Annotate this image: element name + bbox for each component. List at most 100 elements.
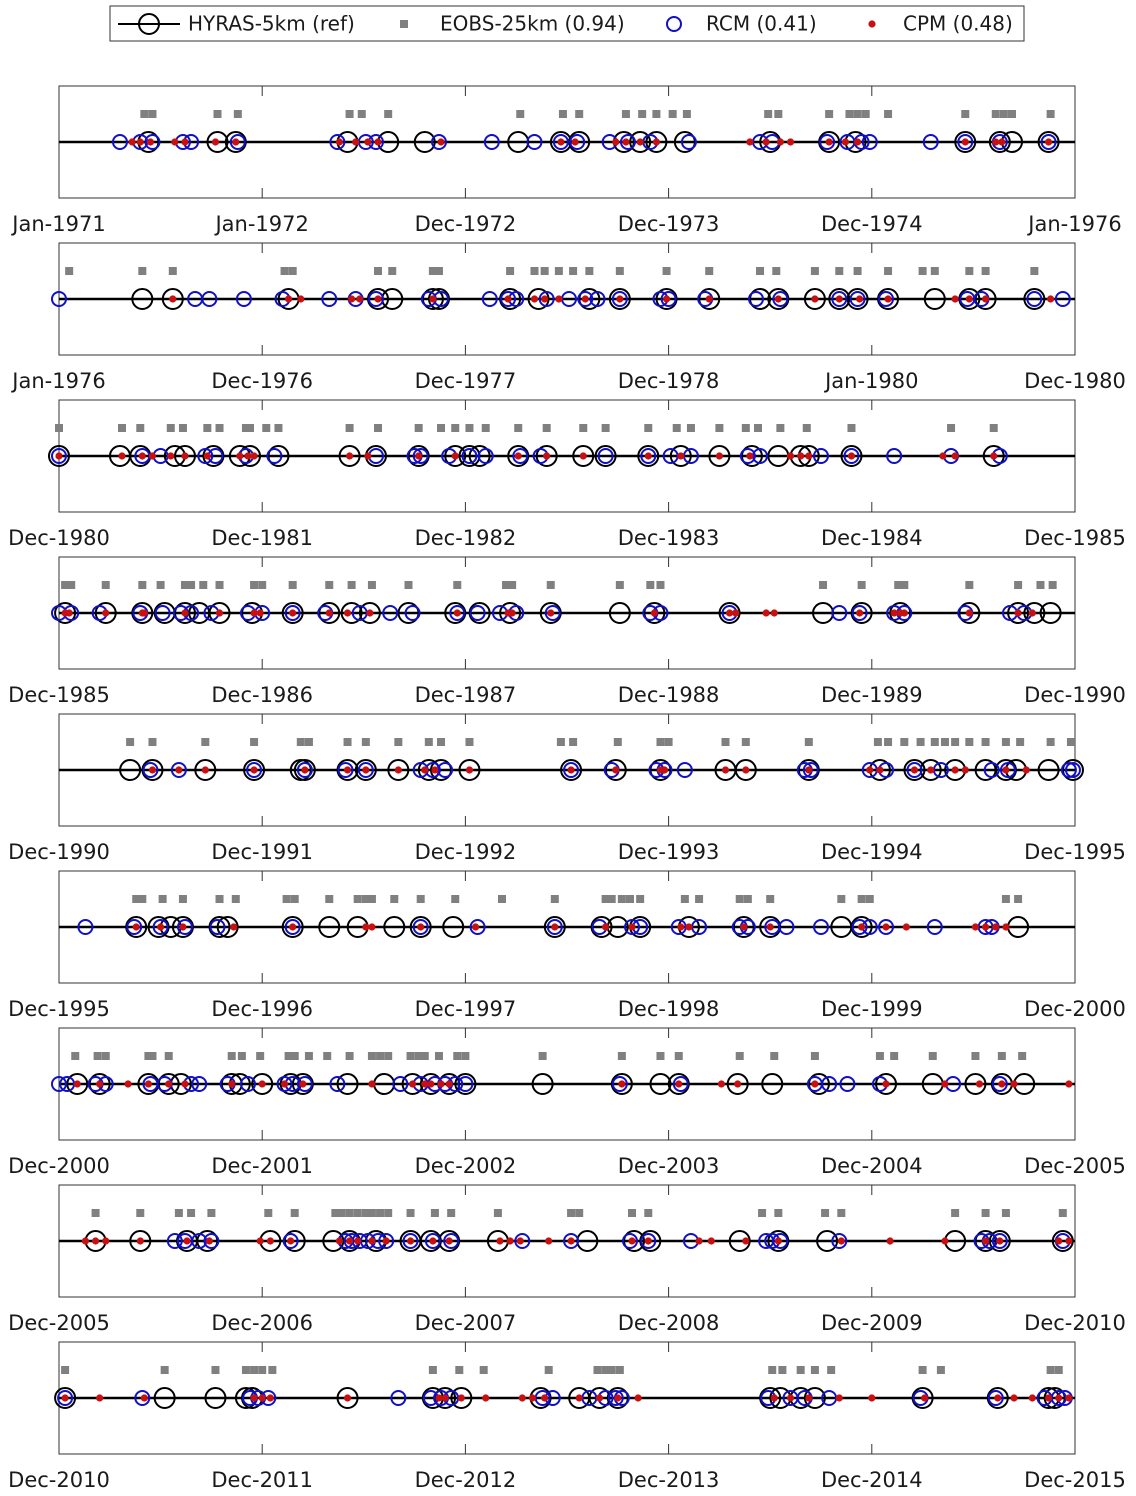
cpm-marker [951,766,959,774]
eobs-marker [575,110,584,118]
cpm-marker [776,138,784,146]
eobs-marker [187,1209,196,1217]
cpm-marker [421,1080,429,1088]
eobs-marker [453,1052,462,1060]
cpm-marker [965,295,973,303]
cpm-marker [1044,138,1053,146]
rcm-marker [152,919,169,935]
eobs-marker [615,581,624,589]
rcm-marker [367,291,384,307]
hyras-marker [119,759,142,781]
eobs-marker [168,267,177,275]
cpm-marker [746,452,754,460]
rcm-marker [831,605,848,621]
cpm-marker [356,295,364,303]
eobs-marker [558,110,567,118]
hyras-marker [803,288,826,310]
cpm-marker [205,1237,213,1245]
eobs-marker [215,581,224,589]
rcm-marker [640,1233,657,1249]
hyras-marker [397,602,420,624]
cpm-marker [971,923,980,931]
cpm-marker [650,609,658,617]
hyras-marker [129,1230,152,1252]
hyras-marker [243,759,266,781]
eobs-marker [636,895,645,903]
eobs-marker [774,1209,783,1217]
rcm-marker [134,1390,151,1406]
x-tick-label: Dec-1983 [618,526,720,550]
panel: Jan-1976 Dec-1976 Dec-1977 Dec-1978 Jan-1980… [10,242,1126,393]
cpm-marker [445,1080,453,1088]
cpm-marker [451,452,459,460]
hyras-marker [954,131,977,153]
eobs-marker [865,895,874,903]
eobs-marker [741,424,750,432]
cpm-marker [1065,1080,1073,1088]
hyras-marker [643,602,666,624]
cpm-marker [1028,1394,1036,1402]
hyras-marker [958,602,981,624]
cpm-marker [567,1237,575,1245]
hyras-marker [889,602,912,624]
cpm-marker [774,1237,782,1245]
cpm-marker [721,766,730,774]
series [169,295,1055,303]
cpm-marker [900,609,908,617]
cpm-marker [203,452,211,460]
rcm-marker [878,919,895,935]
eobs-marker [617,1052,626,1060]
rcm-marker [851,919,868,935]
eobs-marker [215,895,224,903]
cpm-marker [628,1237,636,1245]
eobs-marker [101,1052,110,1060]
cpm-marker [102,609,110,617]
eobs-marker [384,1052,393,1060]
cpm-marker [496,1237,504,1245]
cpm-marker [981,1237,990,1245]
rcm-marker [246,762,263,778]
cpm-marker [250,766,258,774]
eobs-marker [601,1366,610,1374]
cpm-marker [705,295,713,303]
cpm-marker [256,609,264,617]
legend: HYRAS-5km (ref) EOBS-25km (0.94) RCM (0.41… [109,5,1025,42]
rcm-marker [772,1233,789,1249]
rcm-marker [284,605,301,621]
rcm-marker [142,762,159,778]
x-tick-label: Jan-1971 [10,212,105,236]
eobs-marker [853,267,862,275]
series [91,1209,1067,1217]
rcm-marker [296,1076,313,1092]
cpm-marker [504,295,512,303]
series [55,452,998,460]
eobs-marker [345,110,354,118]
cpm-marker [81,1237,90,1245]
cpm-marker [858,923,866,931]
eobs-marker [947,424,956,432]
x-tick-label: Dec-2006 [211,1311,313,1335]
eobs-marker [644,1209,653,1217]
eobs-marker [766,895,775,903]
series [148,766,1030,774]
series [131,288,1046,310]
eobs-marker [497,895,506,903]
cpm-marker [951,295,959,303]
cpm-marker [1047,295,1055,303]
eobs-marker [406,1209,415,1217]
rcm-marker [843,448,860,464]
hyras-marker [206,131,229,153]
hyras-marker [54,602,77,624]
eobs-marker [741,738,750,746]
x-tick-label: Dec-2003 [618,1154,720,1178]
cpm-marker [128,138,136,146]
rcm-marker [321,291,338,307]
cpm-marker [345,452,354,460]
x-tick-label: Dec-1980 [8,526,110,550]
eobs-marker [71,1052,80,1060]
rcm-marker [382,605,399,621]
cpm-marker [856,295,864,303]
eobs-marker [367,1052,376,1060]
eobs-marker [796,1366,805,1374]
rcm-marker [235,291,252,307]
